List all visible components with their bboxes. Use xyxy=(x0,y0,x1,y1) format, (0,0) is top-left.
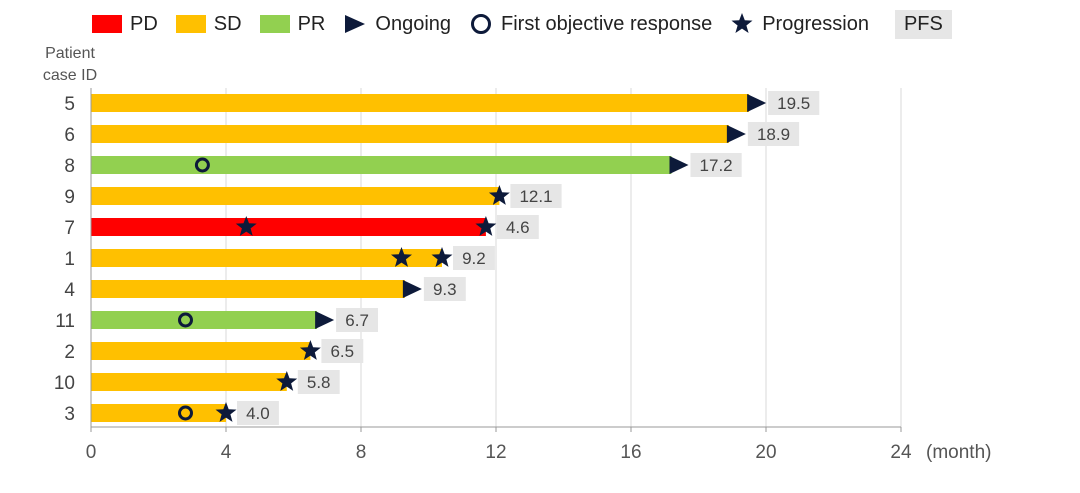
y-tick-label: 11 xyxy=(55,311,75,332)
y-tick-label: 5 xyxy=(64,94,75,115)
y-axis-title-line-2: case ID xyxy=(43,67,97,84)
x-tick-label: 12 xyxy=(485,442,506,463)
progression-star xyxy=(391,247,412,267)
legend-label-pd: PD xyxy=(130,12,158,35)
bar-patient-3 xyxy=(91,404,226,422)
progression-star xyxy=(475,216,497,236)
ongoing-arrow xyxy=(315,311,335,329)
pfs-label-bg xyxy=(510,184,562,208)
ongoing-arrow xyxy=(669,156,689,174)
legend-item-sd: SD xyxy=(175,12,242,36)
x-tick-label: 4 xyxy=(221,442,232,463)
y-tick-label: 4 xyxy=(64,280,75,301)
progression-star xyxy=(235,216,257,236)
sd-swatch xyxy=(175,15,206,33)
x-tick-label: 0 xyxy=(86,442,97,463)
legend-item-pr: PR xyxy=(259,12,326,36)
x-axis: 0 4 8 12 16 20 24 xyxy=(86,426,912,463)
markers xyxy=(178,94,767,422)
pfs-label: 9.3 xyxy=(433,280,457,299)
pfs-label: 17.2 xyxy=(700,156,733,175)
progression-star xyxy=(215,402,237,422)
pfs-label-bg xyxy=(690,153,742,177)
y-tick-label: 1 xyxy=(64,249,75,270)
pfs-label: 6.5 xyxy=(330,342,354,361)
y-tick-label: 8 xyxy=(64,156,75,177)
bar-patient-6 xyxy=(91,125,729,143)
legend-label-progression: Progression xyxy=(762,12,869,35)
y-tick-label: 9 xyxy=(64,187,75,208)
bar-patient-9 xyxy=(91,187,500,205)
ongoing-arrow xyxy=(726,125,746,143)
legend-label-response: First objective response xyxy=(501,12,713,35)
legend-item-response: First objective response xyxy=(469,12,712,36)
x-tick-label: 8 xyxy=(356,442,367,463)
legend-item-ongoing: Ongoing xyxy=(343,12,451,36)
bar-patient-1 xyxy=(91,249,442,267)
x-tick-label: 24 xyxy=(890,442,912,463)
bar-patient-7 xyxy=(91,218,486,236)
y-tick-label: 3 xyxy=(64,404,75,425)
pfs-label: 9.2 xyxy=(462,249,486,268)
response-circle-icon xyxy=(471,14,492,34)
first-response-circle xyxy=(178,405,193,421)
y-tick-label: 10 xyxy=(54,373,75,394)
legend-label-pr: PR xyxy=(297,12,326,35)
pfs-label-bg xyxy=(321,339,364,363)
bar-patient-5 xyxy=(91,94,750,112)
progression-star xyxy=(276,371,298,391)
ongoing-arrow-icon xyxy=(345,15,366,33)
pfs-label-bg xyxy=(496,215,539,239)
progression-star xyxy=(488,185,510,205)
legend-item-progression: Progression xyxy=(730,12,869,36)
pfs-label-bg xyxy=(336,308,378,332)
pfs-label-bg xyxy=(297,370,340,394)
legend-pfs-label: PFS xyxy=(894,9,952,39)
bar-patient-4 xyxy=(91,280,405,298)
first-response-circle xyxy=(178,312,193,328)
pfs-label: 4.6 xyxy=(506,218,530,237)
y-tick-label: 7 xyxy=(64,218,75,239)
progression-star xyxy=(299,340,321,360)
pfs-label: 12.1 xyxy=(519,187,552,206)
legend-item-pd: PD xyxy=(92,13,158,36)
bar-patient-10 xyxy=(91,373,287,391)
bar-patient-11 xyxy=(91,311,318,329)
x-tick-label: 20 xyxy=(755,442,776,463)
bar-patient-8 xyxy=(91,156,672,174)
progression-star-icon xyxy=(731,13,753,33)
pfs-label: 4.0 xyxy=(246,404,270,423)
y-tick-label: 6 xyxy=(64,125,75,146)
pfs-label: 19.5 xyxy=(777,94,810,113)
x-tick-label: 16 xyxy=(620,442,641,463)
pfs-label: 6.7 xyxy=(345,311,369,330)
pfs-label-bg xyxy=(747,122,800,146)
pd-swatch xyxy=(92,15,122,33)
bars xyxy=(91,94,750,422)
pfs-label-bg xyxy=(237,401,279,425)
legend-label-ongoing: Ongoing xyxy=(375,12,452,35)
pfs-labels: 19.5 18.9 17.2 12.1 4.6 9.2 9.3 6.7 6.5 5.8 4.0 xyxy=(237,91,820,425)
y-axis: 5 6 8 9 7 1 4 11 2 10 3 xyxy=(54,88,92,427)
pfs-label-bg xyxy=(453,246,495,270)
x-axis-unit: (month) xyxy=(926,442,991,463)
ongoing-arrow xyxy=(402,280,422,298)
ongoing-arrow xyxy=(747,94,767,112)
pr-swatch xyxy=(259,15,290,33)
progression-star xyxy=(431,247,453,267)
pfs-label-bg xyxy=(423,277,466,301)
pfs-label: 18.9 xyxy=(757,125,790,144)
pfs-label: 5.8 xyxy=(307,373,331,392)
pfs-label-bg xyxy=(768,91,820,115)
bar-patient-2 xyxy=(91,342,311,360)
legend: PD SD PR Ongoing First objective respons… xyxy=(92,8,952,40)
legend-label-sd: SD xyxy=(213,12,242,35)
y-axis-title-line-1: Patient xyxy=(45,45,95,62)
y-tick-label: 2 xyxy=(64,342,75,363)
first-response-circle xyxy=(194,157,210,173)
